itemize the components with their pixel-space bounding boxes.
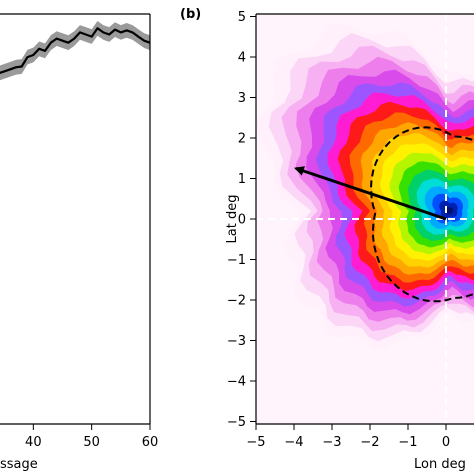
panel-b-x-tick-label: −4	[284, 435, 303, 450]
panel-b-y-tick-label: 3	[238, 91, 246, 106]
panel-b-plot: (b) −5 −4 −3 −2 −1 0 −5 −4 −3 −2 −1 0 1 2 3 4 5 Lon deg…	[180, 7, 474, 472]
panel-a-x-tick-label: 40	[25, 435, 42, 450]
panel-b-x-tick-label: −2	[360, 435, 379, 450]
panel-b-y-tick-label: 2	[238, 132, 246, 147]
panel-b-y-tick-label: −3	[227, 334, 246, 349]
panel-a-confidence-band	[0, 21, 150, 81]
panel-b-x-tick-label: −5	[246, 435, 265, 450]
panel-b-x-tick-label: −1	[398, 435, 417, 450]
panel-a-x-tick-label: 50	[83, 435, 100, 450]
panel-a-x-ticks: 30405060	[25, 424, 159, 450]
panel-a-line-0	[0, 27, 150, 74]
panel-b-dashed-contour	[369, 126, 474, 303]
panel-b-y-tick-label: 1	[238, 172, 246, 187]
panel-b-y-ticks: −5 −4 −3 −2 −1 0 1 2 3 4 5	[227, 10, 256, 430]
panel-a-series-line	[0, 27, 150, 74]
panel-b-x-axis-label: Lon deg	[414, 457, 466, 472]
panel-b-overlay	[256, 14, 474, 424]
panel-b-y-tick-label: 0	[238, 213, 246, 228]
panel-b-y-tick-label: 4	[238, 51, 246, 66]
panel-b-density-field	[256, 24, 474, 349]
panel-b-x-tick-label: −3	[322, 435, 341, 450]
panel-b-x-tick-label: 0	[442, 435, 450, 450]
panel-b-x-ticks: −5 −4 −3 −2 −1 0	[246, 424, 450, 450]
panel-b-y-tick-label: −1	[227, 253, 246, 268]
panel-b-y-axis-label: Lat deg	[225, 195, 240, 244]
panel-b-label: (b)	[180, 7, 201, 22]
panel-b-y-tick-label: −5	[227, 415, 246, 430]
panel-a-plot: 30405060 ssage	[0, 13, 159, 472]
panel-b-y-tick-label: −4	[227, 375, 246, 390]
panel-a-band-0	[0, 21, 150, 81]
panel-a-x-axis-label: ssage	[0, 457, 38, 472]
panel-a-x-tick-label: 60	[142, 435, 159, 450]
panel-b-density-level-19	[445, 206, 454, 215]
panel-b-arrow	[294, 166, 447, 221]
panel-b-y-tick-label: 5	[238, 10, 246, 25]
panel-b-y-tick-label: −2	[227, 294, 246, 309]
